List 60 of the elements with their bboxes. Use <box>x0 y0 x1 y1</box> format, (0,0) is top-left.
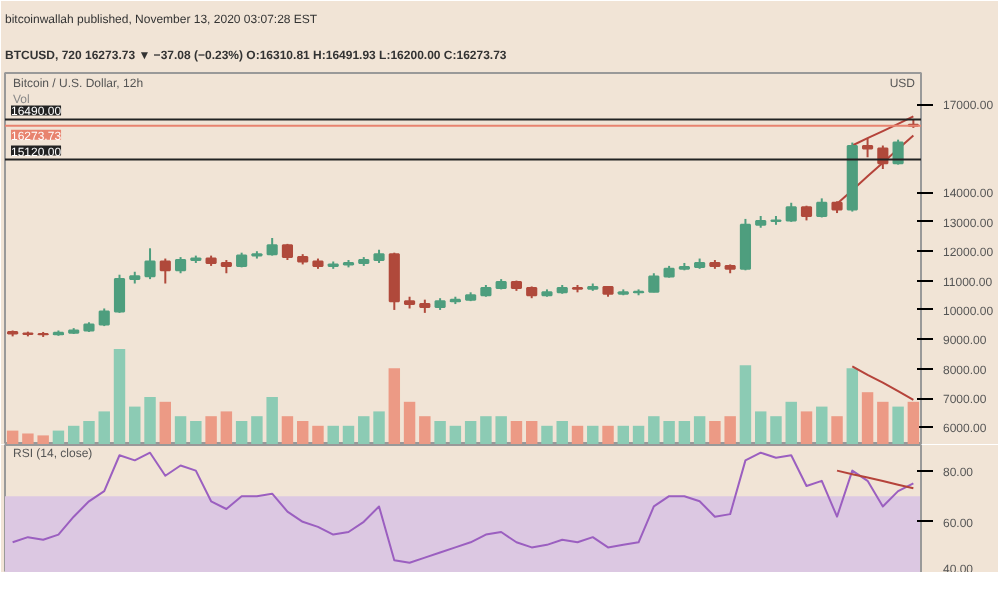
bar <box>571 425 584 444</box>
bar <box>159 401 172 444</box>
bar <box>877 401 889 444</box>
candlestick <box>648 272 660 294</box>
bar <box>98 411 110 444</box>
bar <box>861 392 874 444</box>
line-series <box>836 134 915 205</box>
bar <box>541 425 553 444</box>
bar <box>831 416 843 444</box>
bar <box>434 421 446 444</box>
bar <box>907 401 920 444</box>
bar <box>83 421 95 444</box>
bar <box>52 430 65 444</box>
bar <box>144 397 156 444</box>
bar <box>816 406 828 444</box>
bar <box>281 416 294 444</box>
bar <box>174 416 187 444</box>
candlestick <box>739 217 752 272</box>
bar <box>449 425 462 444</box>
bar <box>342 425 355 444</box>
bar <box>129 406 141 444</box>
bar <box>556 421 568 444</box>
bar <box>327 425 339 444</box>
bar <box>632 425 645 444</box>
bar <box>587 425 599 444</box>
bar <box>373 411 385 444</box>
bar <box>6 430 19 444</box>
bar <box>678 421 691 444</box>
bar <box>312 425 324 444</box>
bar <box>602 425 614 444</box>
bar <box>846 368 859 444</box>
bar <box>770 416 782 444</box>
bar <box>800 411 813 444</box>
bar <box>190 421 202 444</box>
bar <box>510 421 523 444</box>
bar <box>113 349 126 444</box>
bar <box>693 416 706 444</box>
bar <box>525 421 538 444</box>
bar <box>205 416 217 444</box>
bar <box>617 425 630 444</box>
bar <box>67 425 80 444</box>
bar <box>403 401 416 444</box>
bar <box>892 406 904 444</box>
bar <box>358 416 370 444</box>
bar <box>739 365 752 444</box>
bar <box>235 421 248 444</box>
candlestick <box>159 257 171 285</box>
bar <box>785 401 797 444</box>
line-series <box>11 451 915 564</box>
candlestick <box>113 273 126 314</box>
bar <box>419 416 431 444</box>
candlestick <box>388 251 400 311</box>
bar <box>464 421 477 444</box>
candlestick <box>144 247 156 281</box>
bar <box>220 411 233 444</box>
line-series <box>836 469 915 490</box>
bar <box>296 421 309 444</box>
candlestick <box>785 201 797 223</box>
bar <box>754 411 767 444</box>
bar <box>388 368 401 444</box>
